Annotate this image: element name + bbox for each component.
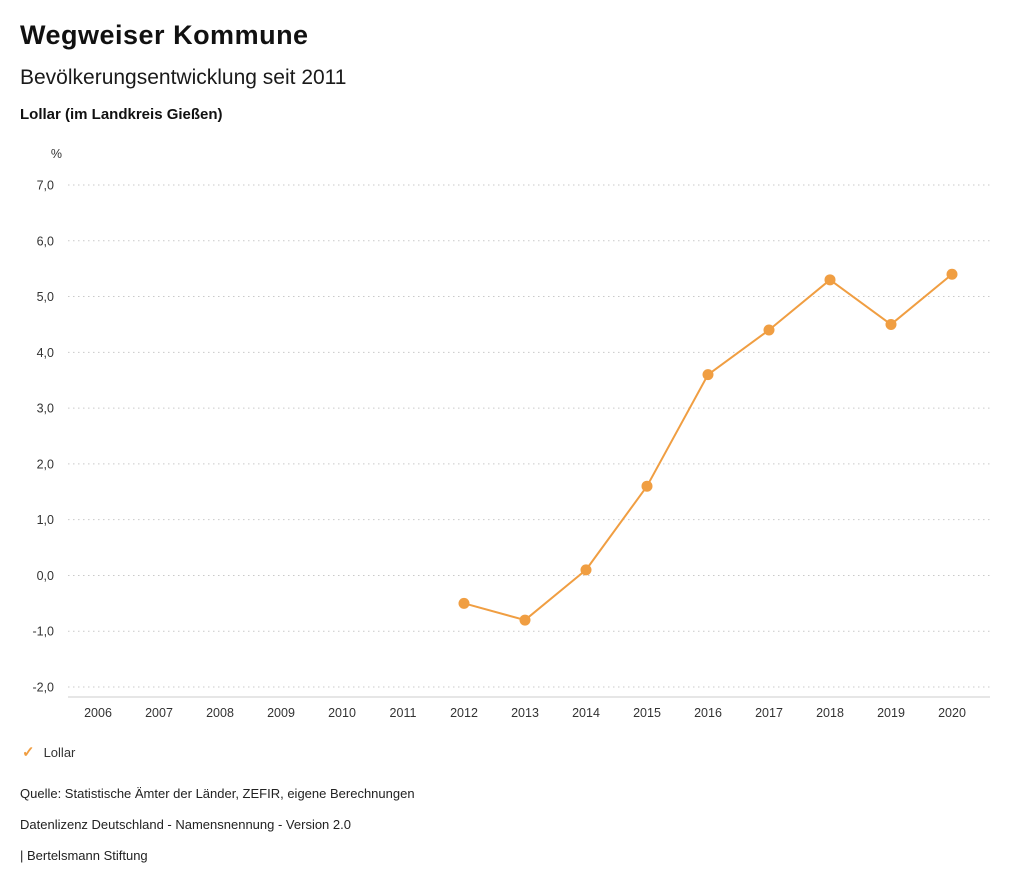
data-point[interactable]: [885, 318, 897, 330]
chart-title: Bevölkerungsentwicklung seit 2011: [20, 66, 347, 89]
x-tick-label: 2011: [390, 706, 417, 720]
data-point[interactable]: [641, 480, 653, 492]
license-text: Datenlizenz Deutschland - Namensnennung …: [20, 817, 351, 832]
data-point[interactable]: [702, 369, 714, 381]
data-point[interactable]: [946, 268, 958, 280]
y-tick-label: 4,0: [37, 346, 54, 360]
data-point[interactable]: [763, 324, 775, 336]
check-icon: ✓: [22, 744, 35, 761]
y-tick-label: 2,0: [37, 457, 54, 471]
data-point[interactable]: [580, 564, 592, 576]
x-tick-label: 2009: [267, 706, 295, 720]
attribution-text: | Bertelsmann Stiftung: [20, 848, 148, 863]
x-tick-label: 2018: [816, 706, 844, 720]
data-point[interactable]: [458, 597, 470, 609]
x-tick-label: 2013: [511, 706, 539, 720]
y-tick-label: -1,0: [32, 625, 54, 639]
legend: ✓ Lollar: [22, 745, 75, 760]
y-tick-label: -2,0: [32, 681, 54, 695]
x-tick-label: 2006: [84, 706, 112, 720]
x-tick-label: 2007: [145, 706, 173, 720]
population-line-chart: 7,0 6,0 5,0 4,0 3,0 2,0 1,0 0,0 -1,0 -2,0% 2006 200…: [32, 147, 990, 720]
app-title: Wegweiser Kommune: [20, 20, 309, 50]
y-tick-label: 5,0: [37, 290, 54, 304]
x-tick-label: 2015: [633, 706, 661, 720]
y-tick-label: 0,0: [37, 569, 54, 583]
chart-location-subtitle: Lollar (im Landkreis Gießen): [20, 106, 223, 123]
x-tick-label: 2012: [450, 706, 478, 720]
source-text: Quelle: Statistische Ämter der Länder, Z…: [20, 786, 415, 801]
x-tick-label: 2008: [206, 706, 234, 720]
x-tick-label: 2014: [572, 706, 600, 720]
x-tick-label: 2010: [328, 706, 356, 720]
y-tick-label: 1,0: [37, 513, 54, 527]
data-point[interactable]: [824, 274, 836, 286]
series-line-lollar: [463, 273, 953, 622]
x-tick-label: 2020: [938, 706, 966, 720]
x-tick-label: 2016: [694, 706, 722, 720]
y-axis-unit-label: %: [51, 147, 62, 161]
x-tick-label: 2019: [877, 706, 905, 720]
x-tick-label: 2017: [755, 706, 783, 720]
y-tick-label: 3,0: [37, 402, 54, 416]
legend-item-lollar[interactable]: Lollar: [43, 745, 76, 760]
data-point[interactable]: [519, 614, 531, 626]
y-tick-label: 7,0: [37, 179, 54, 193]
y-tick-label: 6,0: [37, 234, 54, 248]
